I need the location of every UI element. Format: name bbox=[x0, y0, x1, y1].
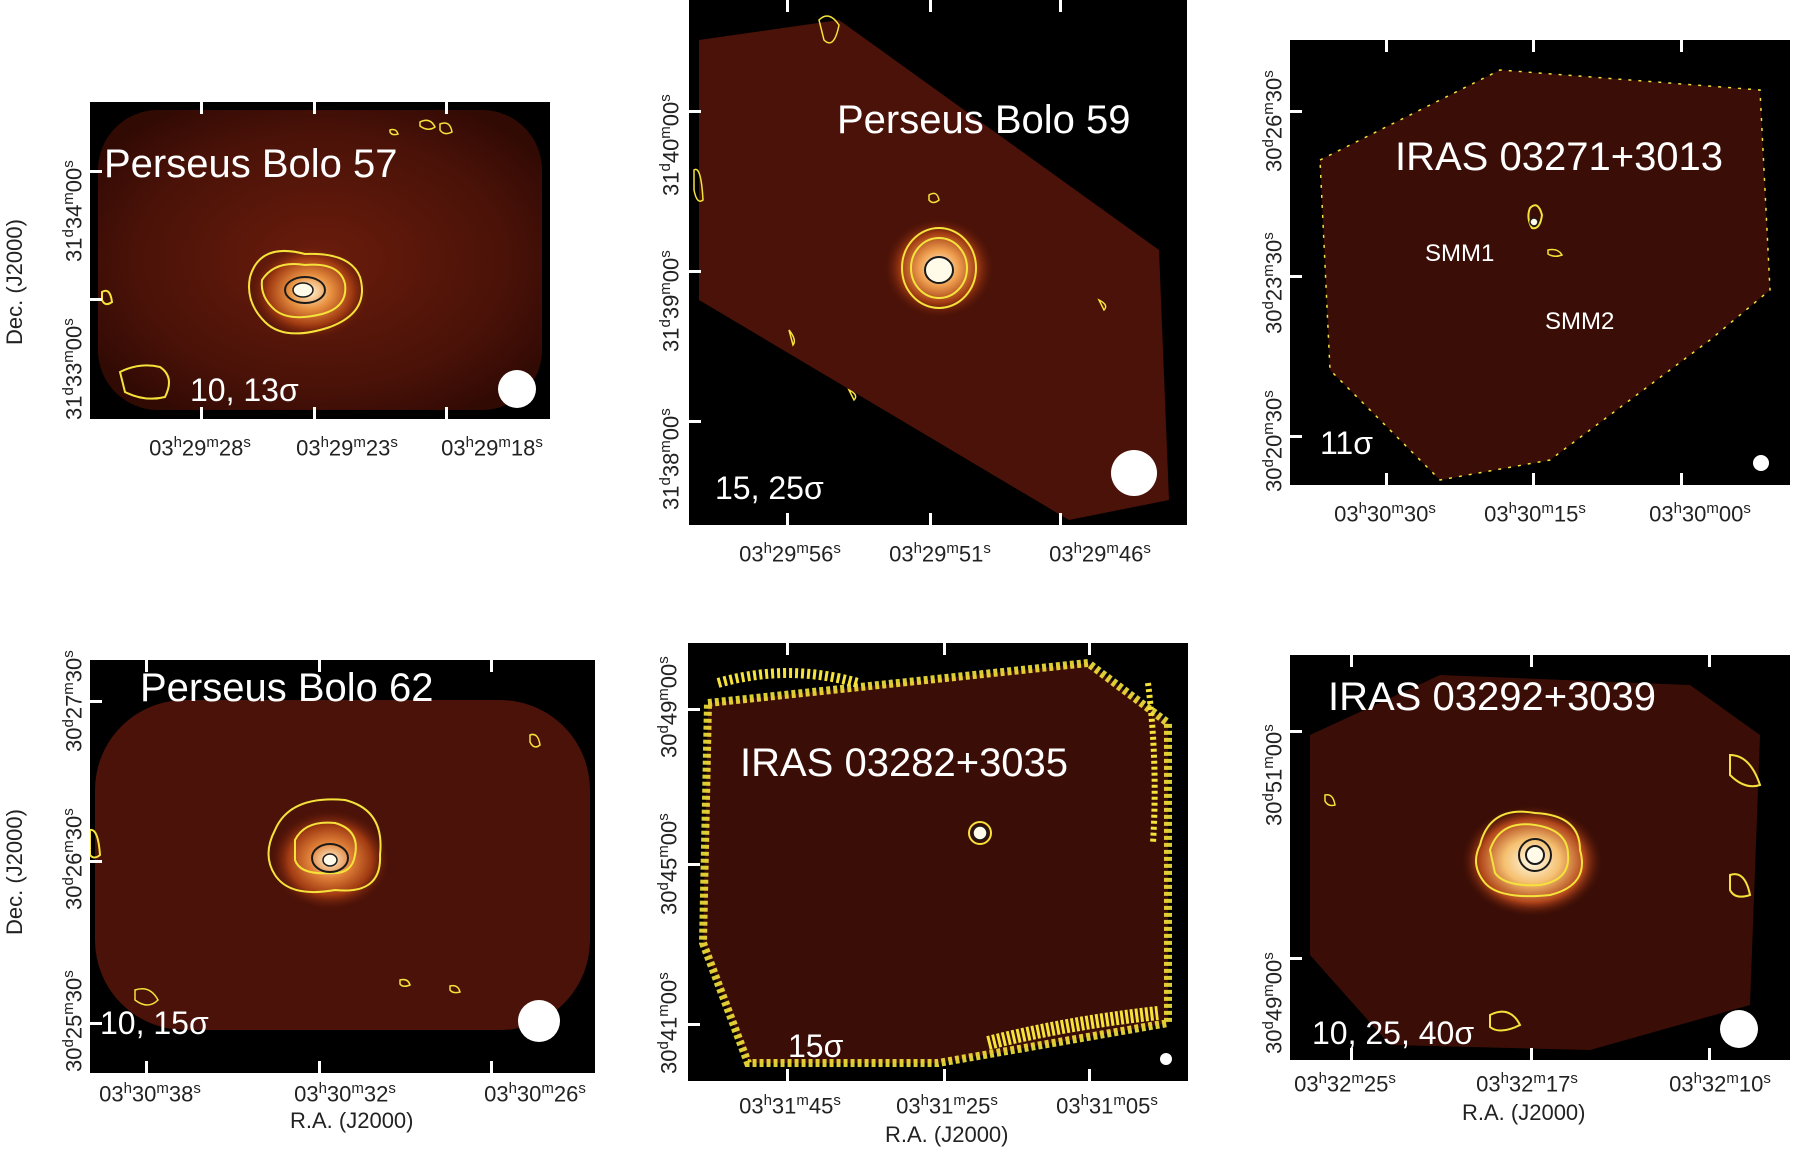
contour-levels: 15, 25σ bbox=[715, 470, 824, 506]
beam-marker bbox=[1111, 450, 1157, 496]
dec-tick-label: 30d26m30s bbox=[60, 808, 87, 910]
ra-tick-label: 03h30m30s bbox=[1334, 500, 1436, 527]
ra-tick-label: 03h30m38s bbox=[99, 1080, 201, 1107]
dec-tick-label: 31d40m00s bbox=[657, 94, 684, 196]
panel-iras-03282-3035: IRAS 03282+3035 15σ bbox=[688, 643, 1188, 1081]
panel-title: Perseus Bolo 57 bbox=[104, 142, 398, 186]
map-image bbox=[98, 110, 542, 410]
ra-tick-label: 03h30m00s bbox=[1649, 500, 1751, 527]
dec-tick-label: 31d38m00s bbox=[657, 408, 684, 510]
dec-axis-label: Dec. (J2000) bbox=[2, 809, 27, 935]
contour-levels: 10, 13σ bbox=[190, 372, 299, 408]
panel-perseus-bolo-57: Perseus Bolo 57 10, 13σ bbox=[90, 102, 550, 419]
beam-marker bbox=[1753, 455, 1769, 471]
ra-tick-label: 03h29m56s bbox=[739, 540, 841, 567]
panel-title: IRAS 03282+3035 bbox=[740, 741, 1069, 785]
dec-tick-label: 31d34m00s bbox=[60, 160, 87, 262]
map-image bbox=[693, 15, 1169, 520]
dec-axis-label: Dec. (J2000) bbox=[2, 219, 27, 345]
ra-tick-label: 03h29m18s bbox=[441, 434, 543, 461]
panel-perseus-bolo-62: Perseus Bolo 62 10, 15σ bbox=[90, 660, 595, 1073]
map-image bbox=[1319, 69, 1771, 481]
ra-tick-label: 03h29m46s bbox=[1049, 540, 1151, 567]
ra-tick-label: 03h30m15s bbox=[1484, 500, 1586, 527]
dec-tick-label: 30d49m00s bbox=[655, 656, 682, 758]
map-image bbox=[698, 658, 1172, 1067]
ra-tick-label: 03h31m05s bbox=[1056, 1092, 1158, 1119]
dec-tick-label: 30d23m30s bbox=[1260, 232, 1287, 334]
dec-tick-label: 30d49m00s bbox=[1260, 952, 1287, 1054]
beam-marker bbox=[1160, 1053, 1172, 1065]
contour-levels: 11σ bbox=[1320, 425, 1373, 461]
beam-marker bbox=[1720, 1010, 1758, 1048]
panel-title: Perseus Bolo 62 bbox=[140, 666, 434, 710]
ra-tick-label: 03h29m51s bbox=[889, 540, 991, 567]
ra-tick-label: 03h31m45s bbox=[739, 1092, 841, 1119]
ra-axis-label: R.A. (J2000) bbox=[290, 1108, 414, 1133]
dec-tick-label: 30d27m30s bbox=[60, 650, 87, 752]
ra-tick-label: 03h29m23s bbox=[296, 434, 398, 461]
panel-perseus-bolo-59: Perseus Bolo 59 15, 25σ bbox=[689, 0, 1187, 525]
dec-tick-label: 30d41m00s bbox=[655, 972, 682, 1074]
dec-tick-label: 31d33m00s bbox=[60, 318, 87, 420]
beam-marker bbox=[498, 370, 536, 408]
ra-axis-label: R.A. (J2000) bbox=[1462, 1100, 1586, 1125]
panel-title: IRAS 03292+3039 bbox=[1328, 675, 1657, 719]
ra-tick-label: 03h30m32s bbox=[294, 1080, 396, 1107]
panel-iras-03271-3013: IRAS 03271+3013 SMM1 SMM2 11σ bbox=[1290, 40, 1790, 485]
ra-tick-label: 03h30m26s bbox=[484, 1080, 586, 1107]
map-image bbox=[1310, 675, 1762, 1050]
ra-tick-label: 03h32m25s bbox=[1294, 1070, 1396, 1097]
dec-tick-label: 30d20m30s bbox=[1260, 390, 1287, 492]
panel-iras-03292-3039: IRAS 03292+3039 10, 25, 40σ bbox=[1290, 655, 1790, 1060]
ra-axis-label: R.A. (J2000) bbox=[885, 1122, 1009, 1147]
source-label-smm2: SMM2 bbox=[1545, 308, 1615, 335]
contour-levels: 10, 25, 40σ bbox=[1312, 1015, 1475, 1051]
ra-tick-label: 03h31m25s bbox=[896, 1092, 998, 1119]
dec-tick-label: 31d39m00s bbox=[657, 250, 684, 352]
contour-levels: 10, 15σ bbox=[100, 1005, 209, 1041]
ra-tick-label: 03h32m17s bbox=[1476, 1070, 1578, 1097]
dec-tick-label: 30d26m30s bbox=[1260, 70, 1287, 172]
dec-tick-label: 30d45m00s bbox=[655, 813, 682, 915]
panel-title: Perseus Bolo 59 bbox=[837, 98, 1131, 142]
panel-title: IRAS 03271+3013 bbox=[1395, 135, 1724, 179]
dec-tick-label: 30d51m00s bbox=[1260, 724, 1287, 826]
ra-tick-label: 03h29m28s bbox=[149, 434, 251, 461]
dec-tick-label: 30d25m30s bbox=[60, 970, 87, 1072]
map-image bbox=[90, 700, 590, 1030]
source-label-smm1: SMM1 bbox=[1425, 240, 1495, 267]
contour-levels: 15σ bbox=[788, 1028, 844, 1064]
beam-marker bbox=[518, 1000, 560, 1042]
ra-tick-label: 03h32m10s bbox=[1669, 1070, 1771, 1097]
